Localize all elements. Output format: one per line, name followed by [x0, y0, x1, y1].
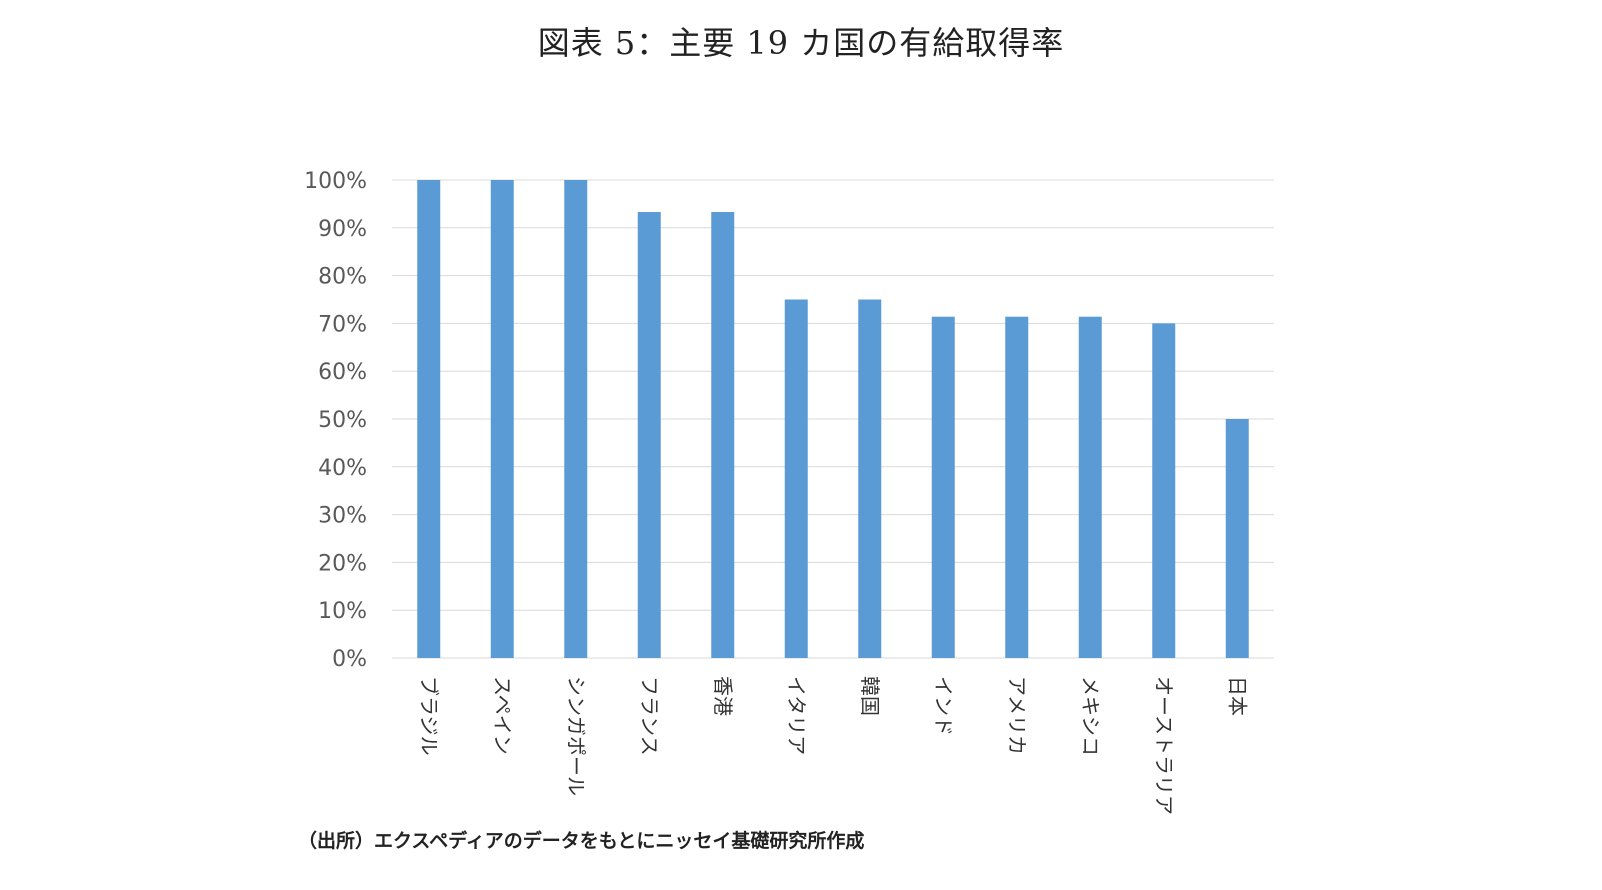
y-tick-label: 0%: [332, 647, 367, 672]
x-tick-label: スペイン: [490, 676, 514, 755]
x-tick-label: 香港: [711, 676, 735, 716]
bar: [784, 299, 808, 658]
x-tick-label: 韓国: [858, 676, 882, 716]
bar: [637, 212, 661, 658]
x-tick-label: オーストラリア: [1152, 676, 1176, 815]
x-tick-label: イタリア: [784, 676, 808, 755]
y-tick-label: 60%: [318, 360, 367, 385]
gridlines: [392, 179, 1274, 659]
x-tick-label: メキシコ: [1078, 676, 1102, 756]
y-axis-tick-labels: 0% 10% 20% 30% 40% 50% 60% 70% 80% 90% 100%: [304, 169, 367, 672]
x-tick-label: アメリカ: [1005, 676, 1029, 755]
bar: [1078, 316, 1102, 658]
y-tick-label: 50%: [318, 408, 367, 433]
x-axis-tick-labels: ブラジル スペイン シンガポール フランス 香港 イタリア 韓国 インド アメリカ メキシコ オース…: [417, 676, 1250, 815]
bar: [1005, 316, 1029, 658]
chart-title: 図表 5：主要 19 カ国の有給取得率: [537, 24, 1065, 62]
y-tick-label: 90%: [318, 217, 367, 242]
x-tick-label: 日本: [1225, 676, 1249, 716]
bar: [490, 180, 514, 658]
y-tick-label: 30%: [318, 504, 367, 529]
y-tick-label: 10%: [318, 599, 367, 624]
x-tick-label: インド: [931, 676, 955, 736]
bar: [858, 299, 882, 658]
x-tick-label: シンガポール: [564, 676, 588, 796]
x-tick-label: ブラジル: [417, 676, 441, 756]
bars: [417, 180, 1249, 658]
source-note: （出所）エクスペディアのデータをもとにニッセイ基礎研究所作成: [298, 830, 865, 852]
bar: [1152, 323, 1176, 658]
y-tick-label: 20%: [318, 551, 367, 576]
x-tick-label: フランス: [637, 676, 661, 756]
y-tick-label: 100%: [304, 169, 367, 194]
y-tick-label: 80%: [318, 265, 367, 290]
y-tick-label: 70%: [318, 312, 367, 337]
y-tick-label: 40%: [318, 456, 367, 481]
bar: [564, 180, 588, 658]
bar: [417, 180, 441, 658]
bar: [711, 212, 735, 658]
bar: [931, 316, 955, 658]
bar: [1225, 419, 1249, 658]
